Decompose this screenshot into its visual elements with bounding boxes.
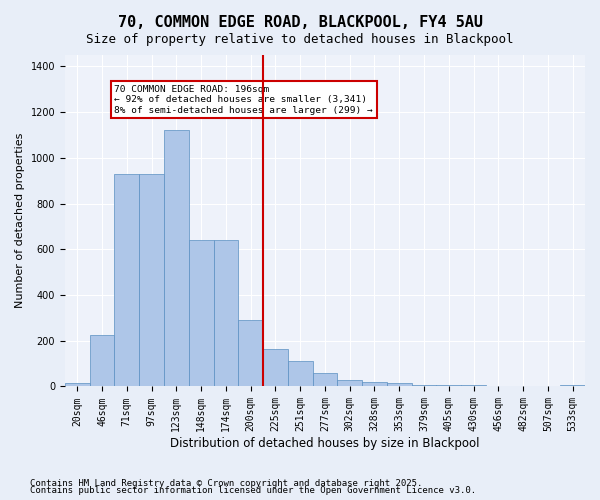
Bar <box>89 335 115 386</box>
Bar <box>189 240 214 386</box>
X-axis label: Distribution of detached houses by size in Blackpool: Distribution of detached houses by size … <box>170 437 480 450</box>
Text: Contains public sector information licensed under the Open Government Licence v3: Contains public sector information licen… <box>30 486 476 495</box>
Bar <box>115 174 139 386</box>
Bar <box>214 240 238 386</box>
Bar <box>65 383 89 386</box>
Text: 70, COMMON EDGE ROAD, BLACKPOOL, FY4 5AU: 70, COMMON EDGE ROAD, BLACKPOOL, FY4 5AU <box>118 15 482 30</box>
Bar <box>164 130 189 386</box>
Bar <box>362 382 387 386</box>
Bar <box>288 362 313 386</box>
Bar <box>337 380 362 386</box>
Bar <box>263 349 288 387</box>
Text: Size of property relative to detached houses in Blackpool: Size of property relative to detached ho… <box>86 32 514 46</box>
Bar <box>313 373 337 386</box>
Text: Contains HM Land Registry data © Crown copyright and database right 2025.: Contains HM Land Registry data © Crown c… <box>30 478 422 488</box>
Bar <box>139 174 164 386</box>
Text: 70 COMMON EDGE ROAD: 196sqm
← 92% of detached houses are smaller (3,341)
8% of s: 70 COMMON EDGE ROAD: 196sqm ← 92% of det… <box>115 84 373 114</box>
Bar <box>238 320 263 386</box>
Bar <box>387 383 412 386</box>
Y-axis label: Number of detached properties: Number of detached properties <box>15 133 25 308</box>
